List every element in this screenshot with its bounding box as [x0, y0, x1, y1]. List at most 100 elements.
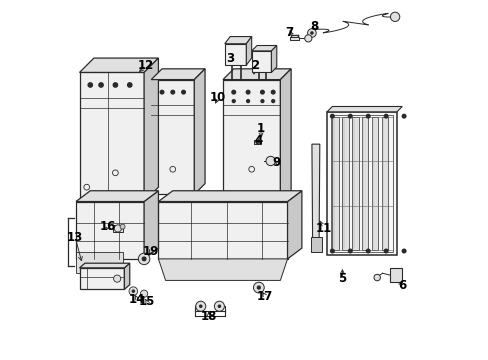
Text: 12: 12: [138, 59, 154, 72]
Polygon shape: [124, 263, 129, 289]
Text: 11: 11: [315, 222, 331, 235]
Circle shape: [347, 248, 352, 253]
Text: 7: 7: [285, 27, 293, 40]
Text: 17: 17: [257, 290, 273, 303]
Polygon shape: [80, 72, 144, 202]
Polygon shape: [326, 107, 402, 112]
Text: 4: 4: [254, 134, 263, 147]
Text: 2: 2: [251, 59, 259, 72]
Polygon shape: [80, 268, 124, 289]
Circle shape: [329, 114, 334, 119]
Circle shape: [217, 305, 221, 308]
Polygon shape: [144, 191, 158, 259]
Circle shape: [142, 256, 146, 261]
Circle shape: [307, 29, 316, 37]
Circle shape: [309, 31, 313, 35]
Circle shape: [304, 35, 311, 42]
Polygon shape: [223, 80, 280, 202]
Circle shape: [383, 248, 388, 253]
Polygon shape: [158, 191, 301, 202]
Circle shape: [373, 274, 380, 281]
Circle shape: [113, 83, 117, 87]
Text: 16: 16: [99, 220, 116, 233]
Circle shape: [261, 100, 264, 103]
Polygon shape: [271, 45, 276, 72]
Polygon shape: [290, 37, 298, 40]
Circle shape: [140, 290, 147, 297]
Circle shape: [182, 90, 185, 94]
Polygon shape: [342, 117, 348, 250]
Polygon shape: [332, 117, 338, 250]
Circle shape: [199, 305, 202, 308]
Circle shape: [171, 90, 174, 94]
Circle shape: [88, 83, 92, 87]
Polygon shape: [351, 117, 358, 250]
Polygon shape: [246, 37, 251, 65]
Polygon shape: [280, 69, 290, 202]
Bar: [330, 116, 392, 252]
Polygon shape: [76, 191, 158, 202]
Circle shape: [401, 248, 406, 253]
Circle shape: [401, 114, 406, 119]
Polygon shape: [224, 37, 251, 44]
Polygon shape: [371, 117, 378, 250]
Circle shape: [127, 83, 132, 87]
Circle shape: [265, 156, 275, 166]
Text: 1: 1: [256, 122, 264, 135]
Polygon shape: [80, 58, 158, 72]
Polygon shape: [223, 69, 290, 80]
Circle shape: [99, 83, 103, 87]
Circle shape: [253, 282, 264, 293]
Circle shape: [256, 285, 261, 290]
Polygon shape: [113, 225, 122, 232]
Circle shape: [271, 90, 274, 94]
Text: 15: 15: [139, 296, 155, 309]
Circle shape: [246, 90, 249, 94]
Circle shape: [365, 114, 370, 119]
Circle shape: [255, 140, 259, 144]
Polygon shape: [194, 69, 204, 194]
Polygon shape: [251, 45, 276, 51]
Circle shape: [383, 114, 388, 119]
Text: 9: 9: [272, 156, 280, 169]
Polygon shape: [158, 259, 287, 280]
Circle shape: [329, 248, 334, 253]
Polygon shape: [76, 252, 122, 273]
Polygon shape: [224, 44, 246, 65]
Polygon shape: [311, 144, 319, 244]
Polygon shape: [389, 268, 402, 282]
Polygon shape: [151, 80, 194, 194]
Circle shape: [271, 100, 274, 103]
Circle shape: [214, 301, 224, 311]
Polygon shape: [144, 58, 158, 202]
Circle shape: [120, 224, 125, 229]
Text: 8: 8: [310, 20, 318, 33]
Circle shape: [389, 12, 399, 22]
Text: 3: 3: [225, 51, 234, 64]
Polygon shape: [310, 237, 321, 252]
Circle shape: [260, 90, 264, 94]
Polygon shape: [158, 202, 287, 259]
Text: 13: 13: [67, 231, 83, 244]
Polygon shape: [254, 140, 260, 144]
Circle shape: [138, 253, 149, 265]
Polygon shape: [251, 51, 271, 72]
Polygon shape: [326, 112, 396, 255]
Text: 18: 18: [200, 310, 216, 323]
Circle shape: [365, 248, 370, 253]
Text: 10: 10: [209, 91, 225, 104]
Polygon shape: [151, 69, 204, 80]
Circle shape: [195, 301, 205, 311]
Polygon shape: [361, 117, 367, 250]
Text: 5: 5: [338, 272, 346, 285]
Text: 14: 14: [128, 293, 145, 306]
Circle shape: [231, 90, 235, 94]
Circle shape: [347, 114, 352, 119]
Text: 6: 6: [397, 279, 406, 292]
Circle shape: [129, 287, 137, 296]
Circle shape: [160, 90, 163, 94]
Polygon shape: [287, 191, 301, 259]
Text: 19: 19: [142, 245, 159, 258]
Polygon shape: [381, 117, 387, 250]
Circle shape: [114, 225, 121, 232]
